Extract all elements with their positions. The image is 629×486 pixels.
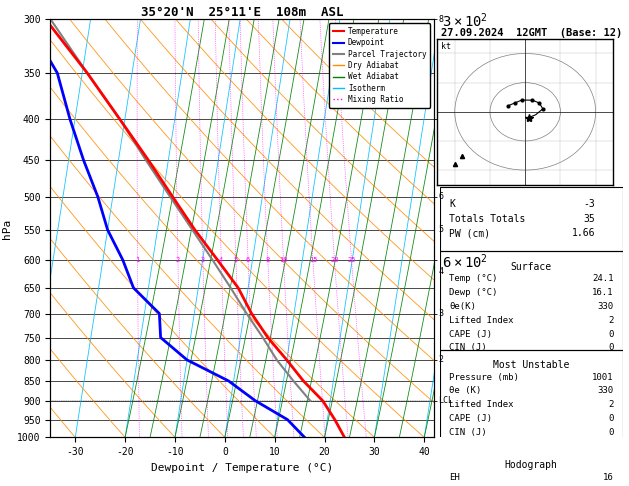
Text: 20: 20 [330, 257, 338, 263]
Text: 8: 8 [265, 257, 270, 263]
Text: 8: 8 [438, 15, 443, 24]
Text: 16.1: 16.1 [592, 288, 613, 297]
Text: 0: 0 [608, 428, 613, 437]
Text: 7: 7 [438, 115, 443, 124]
Text: K: K [449, 199, 455, 209]
Text: 6: 6 [438, 192, 443, 201]
Text: Most Unstable: Most Unstable [493, 360, 569, 370]
Text: Dewp (°C): Dewp (°C) [449, 288, 498, 297]
Text: LCL: LCL [438, 396, 453, 405]
Text: 25: 25 [347, 257, 356, 263]
Text: 330: 330 [598, 302, 613, 311]
Text: Lifted Index: Lifted Index [449, 316, 513, 325]
Text: 2: 2 [608, 316, 613, 325]
Text: 4: 4 [219, 257, 223, 263]
Text: 35: 35 [584, 214, 595, 224]
Text: EH: EH [449, 473, 460, 482]
Text: 5: 5 [234, 257, 238, 263]
Text: θe(K): θe(K) [449, 302, 476, 311]
Text: 0: 0 [608, 343, 613, 352]
Text: Surface: Surface [511, 262, 552, 272]
X-axis label: Dewpoint / Temperature (°C): Dewpoint / Temperature (°C) [151, 463, 333, 473]
Text: Temp (°C): Temp (°C) [449, 275, 498, 283]
Text: kt: kt [441, 42, 450, 51]
Text: 4: 4 [438, 267, 443, 276]
Text: 0: 0 [608, 330, 613, 339]
Legend: Temperature, Dewpoint, Parcel Trajectory, Dry Adiabat, Wet Adiabat, Isotherm, Mi: Temperature, Dewpoint, Parcel Trajectory… [329, 23, 430, 107]
Text: 1.66: 1.66 [572, 228, 595, 239]
Text: 2: 2 [175, 257, 180, 263]
Text: 1001: 1001 [592, 373, 613, 382]
Text: 6: 6 [246, 257, 250, 263]
Text: 16: 16 [603, 473, 613, 482]
Text: Pressure (mb): Pressure (mb) [449, 373, 519, 382]
Text: -3: -3 [584, 199, 595, 209]
Text: Totals Totals: Totals Totals [449, 214, 525, 224]
Text: CAPE (J): CAPE (J) [449, 330, 492, 339]
Text: 5: 5 [438, 226, 443, 234]
Text: θe (K): θe (K) [449, 386, 481, 396]
Text: 3: 3 [201, 257, 205, 263]
Text: PW (cm): PW (cm) [449, 228, 490, 239]
Text: 0: 0 [608, 414, 613, 423]
Text: 2: 2 [438, 355, 443, 364]
Text: CAPE (J): CAPE (J) [449, 414, 492, 423]
Text: 3: 3 [438, 309, 443, 318]
Text: Lifted Index: Lifted Index [449, 400, 513, 409]
Title: 35°20'N  25°11'E  108m  ASL: 35°20'N 25°11'E 108m ASL [141, 6, 343, 19]
Text: 15: 15 [309, 257, 317, 263]
Text: 2: 2 [608, 400, 613, 409]
Text: 1: 1 [135, 257, 140, 263]
Text: CIN (J): CIN (J) [449, 343, 487, 352]
Text: Hodograph: Hodograph [505, 460, 558, 470]
Text: 10: 10 [279, 257, 287, 263]
Text: 27.09.2024  12GMT  (Base: 12): 27.09.2024 12GMT (Base: 12) [441, 28, 622, 38]
Text: 330: 330 [598, 386, 613, 396]
Text: CIN (J): CIN (J) [449, 428, 487, 437]
Y-axis label: hPa: hPa [1, 218, 11, 239]
Text: 24.1: 24.1 [592, 275, 613, 283]
